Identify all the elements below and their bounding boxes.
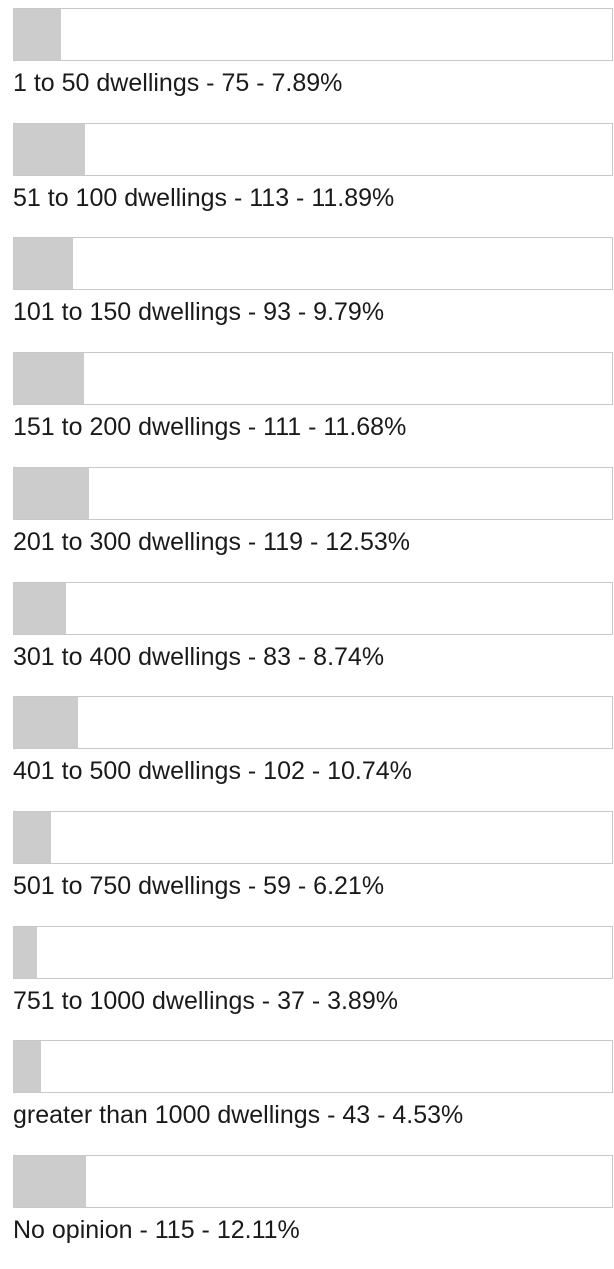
result-bar-track bbox=[13, 352, 613, 406]
result-bar bbox=[14, 811, 52, 863]
result-bar-track bbox=[13, 466, 613, 520]
result-item: No opinion - 115 - 12.11% bbox=[0, 1155, 614, 1269]
result-bar bbox=[14, 1156, 87, 1207]
result-bar-track bbox=[13, 1155, 613, 1208]
result-item: 1 to 50 dwellings - 75 - 7.89% bbox=[0, 8, 614, 122]
result-bar bbox=[14, 238, 73, 290]
result-label: No opinion - 115 - 12.11% bbox=[13, 1216, 300, 1244]
result-bar-track bbox=[13, 925, 613, 979]
result-item: greater than 1000 dwellings - 43 - 4.53% bbox=[0, 1040, 614, 1154]
result-bar bbox=[14, 353, 84, 405]
result-item: 51 to 100 dwellings - 113 - 11.89% bbox=[0, 122, 614, 237]
result-bar-track bbox=[13, 810, 613, 864]
result-bar bbox=[14, 1041, 42, 1093]
result-bar-track bbox=[13, 581, 613, 635]
result-item: 401 to 500 dwellings - 102 - 10.74% bbox=[0, 696, 614, 810]
result-bar bbox=[14, 582, 67, 634]
result-item: 751 to 1000 dwellings - 37 - 3.89% bbox=[0, 925, 614, 1040]
result-bar bbox=[14, 9, 62, 60]
result-label: greater than 1000 dwellings - 43 - 4.53% bbox=[13, 1101, 464, 1130]
result-label: 751 to 1000 dwellings - 37 - 3.89% bbox=[13, 986, 398, 1015]
result-bar-track bbox=[13, 1040, 613, 1094]
result-bar bbox=[14, 697, 79, 749]
result-item: 201 to 300 dwellings - 119 - 12.53% bbox=[0, 466, 614, 581]
result-label: 1 to 50 dwellings - 75 - 7.89% bbox=[13, 69, 343, 97]
result-label: 301 to 400 dwellings - 83 - 8.74% bbox=[13, 642, 385, 671]
result-bar-track bbox=[13, 237, 613, 291]
result-label: 501 to 750 dwellings - 59 - 6.21% bbox=[13, 871, 385, 900]
result-bar bbox=[14, 467, 89, 519]
result-label: 201 to 300 dwellings - 119 - 12.53% bbox=[13, 527, 411, 556]
result-item: 301 to 400 dwellings - 83 - 8.74% bbox=[0, 581, 614, 696]
result-bar bbox=[14, 926, 38, 978]
result-label: 151 to 200 dwellings - 111 - 11.68% bbox=[13, 413, 407, 442]
result-item: 501 to 750 dwellings - 59 - 6.21% bbox=[0, 810, 614, 925]
result-bar-track bbox=[13, 8, 613, 61]
result-label: 401 to 500 dwellings - 102 - 10.74% bbox=[13, 757, 412, 786]
result-label: 101 to 150 dwellings - 93 - 9.79% bbox=[13, 298, 385, 327]
result-bar-track bbox=[13, 696, 613, 750]
result-label: 51 to 100 dwellings - 113 - 11.89% bbox=[13, 183, 395, 212]
result-bar-track bbox=[13, 122, 613, 176]
result-item: 101 to 150 dwellings - 93 - 9.79% bbox=[0, 237, 614, 351]
result-item: 151 to 200 dwellings - 111 - 11.68% bbox=[0, 352, 614, 466]
result-bar bbox=[14, 123, 86, 175]
